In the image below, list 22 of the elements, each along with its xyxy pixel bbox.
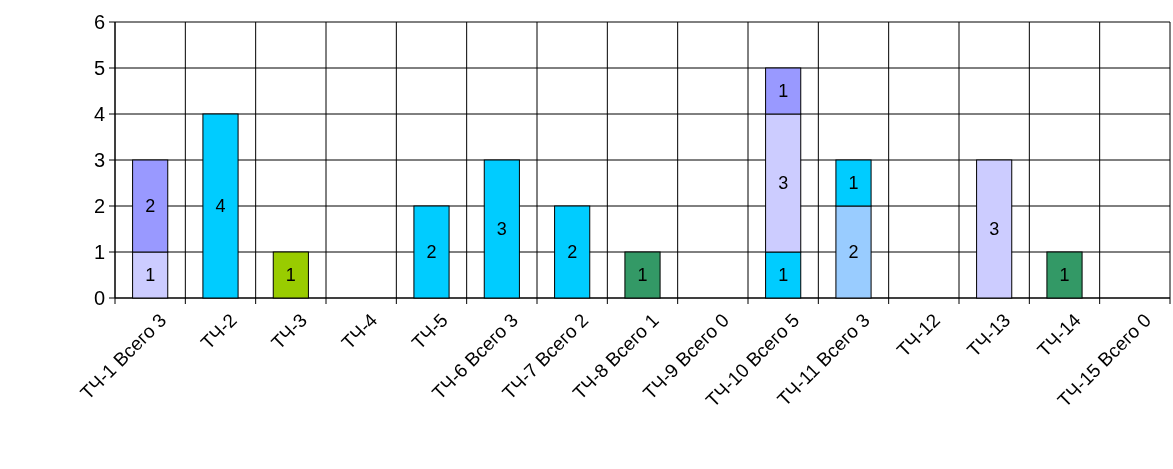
data-label: 2 — [426, 242, 437, 263]
data-label: 2 — [145, 196, 156, 217]
data-label: 2 — [567, 242, 578, 263]
data-label: 1 — [1059, 265, 1070, 286]
y-tick-label: 4 — [93, 103, 105, 125]
data-label: 1 — [778, 265, 789, 286]
data-label: 2 — [848, 242, 859, 263]
data-label: 3 — [989, 219, 1000, 240]
y-tick-label: 1 — [93, 241, 105, 263]
data-label: 4 — [215, 196, 226, 217]
data-label: 3 — [496, 219, 507, 240]
data-label: 3 — [778, 173, 789, 194]
data-label: 1 — [145, 265, 156, 286]
y-tick-label: 6 — [93, 11, 105, 33]
y-tick-label: 0 — [93, 287, 105, 309]
y-tick-label: 2 — [93, 195, 105, 217]
data-label: 1 — [285, 265, 296, 286]
data-label: 1 — [778, 81, 789, 102]
y-tick-label: 3 — [93, 149, 105, 171]
data-label: 1 — [637, 265, 648, 286]
y-tick-label: 5 — [93, 57, 105, 79]
data-label: 1 — [848, 173, 859, 194]
